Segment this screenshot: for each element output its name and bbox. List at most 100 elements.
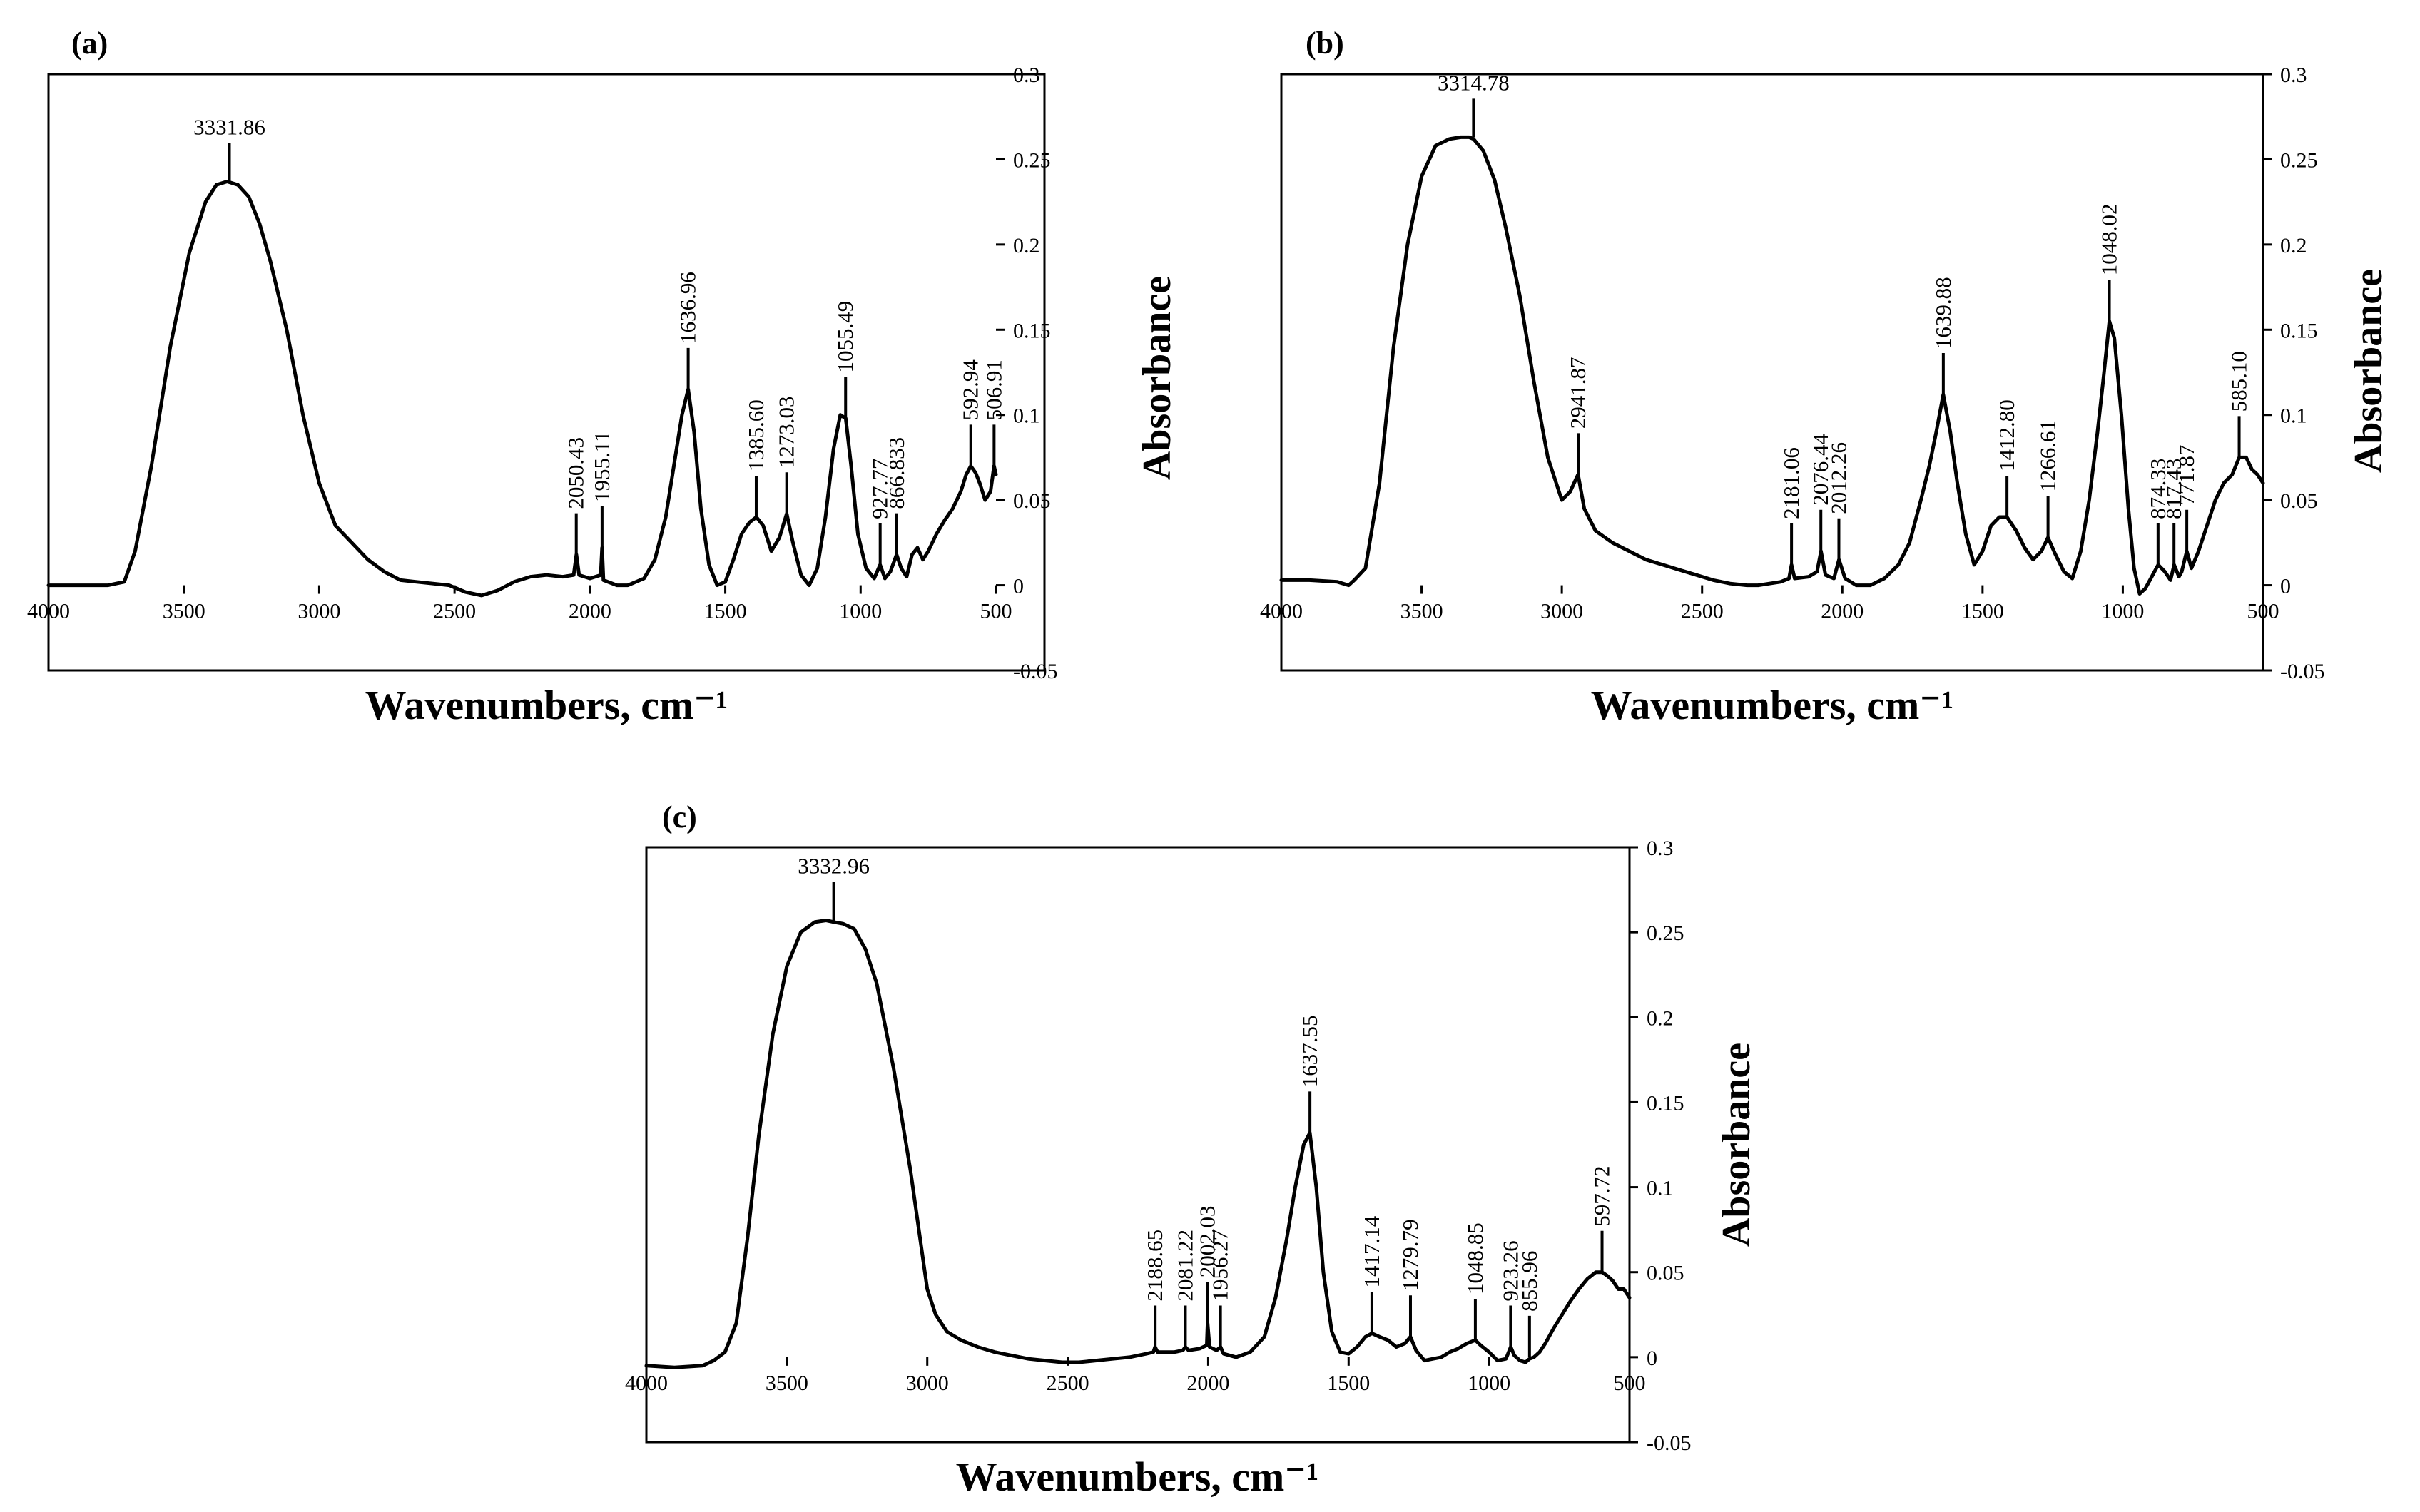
x-axis-title-c: Wavenumbers, cm⁻¹ — [956, 1454, 1319, 1500]
y-tick-label-c-2: 0.2 — [1647, 1006, 1674, 1030]
y-tick-label-b-5: 0.05 — [2280, 489, 2318, 513]
y-tick-label-c-4: 0.1 — [1647, 1177, 1674, 1200]
peak-label-c-3: 2002.03 — [1195, 1205, 1220, 1277]
x-tick-label-b-4000: 4000 — [1260, 600, 1303, 623]
y-tick-label-b-4: 0.1 — [2280, 404, 2307, 428]
spectrum-line-b — [1279, 135, 2265, 596]
x-tick-label-b-1500: 1500 — [1961, 600, 2004, 623]
y-tick-label-a-3: 0.15 — [1013, 319, 1051, 342]
peak-label-c-7: 1279.79 — [1398, 1220, 1423, 1292]
peak-label-b-1: 2941.87 — [1565, 357, 1590, 429]
peak-label-b-7: 1266.61 — [2035, 420, 2060, 492]
peak-label-c-4: 1956.27 — [1208, 1230, 1233, 1302]
x-tick-label-a-3000: 3000 — [298, 600, 340, 623]
peak-label-c-0: 3332.96 — [798, 853, 870, 878]
spectrum-line-c — [644, 919, 1632, 1369]
peak-label-b-4: 2012.26 — [1826, 442, 1851, 514]
y-axis-title-b: Absorbance — [2347, 269, 2391, 473]
x-tick-label-c-1000: 1000 — [1468, 1371, 1510, 1395]
y-axis-title-c: Absorbance — [1714, 1043, 1759, 1247]
y-tick-label-c-5: 0.05 — [1647, 1262, 1684, 1285]
peak-label-a-6: 1055.49 — [833, 301, 858, 373]
y-tick-label-b-6: 0 — [2280, 575, 2291, 598]
y-ticks-b: 0.3 0.25 0.2 0.15 0.1 0.05 0 -0.05 — [2263, 63, 2325, 683]
peak-label-c-10: 855.96 — [1517, 1251, 1542, 1312]
plot-frame-a — [47, 73, 1046, 672]
peak-label-c-11: 597.72 — [1590, 1165, 1615, 1226]
peak-label-b-5: 1639.88 — [1931, 277, 1956, 349]
peak-label-c-6: 1417.14 — [1359, 1215, 1384, 1287]
x-tick-label-a-3500: 3500 — [163, 600, 205, 623]
peak-label-c-1: 2188.65 — [1142, 1230, 1167, 1302]
peak-label-c-9: 923.26 — [1498, 1240, 1522, 1301]
x-tick-label-a-500: 500 — [980, 600, 1012, 623]
y-tick-label-a-2: 0.2 — [1013, 234, 1040, 257]
peak-label-a-2: 1955.11 — [589, 431, 614, 502]
peak-label-b-10: 817.43 — [2161, 459, 2186, 519]
x-tick-label-c-500: 500 — [1614, 1371, 1646, 1395]
peak-label-b-3: 2076.44 — [1808, 434, 1833, 506]
x-tick-label-c-3000: 3000 — [906, 1371, 949, 1395]
peak-label-b-0: 3314.78 — [1438, 70, 1510, 95]
panel-c-label: (c) — [662, 800, 697, 834]
peak-label-c-5: 1637.55 — [1297, 1016, 1322, 1088]
y-tick-label-a-0: 0.3 — [1013, 63, 1040, 87]
x-axis-title-a: Wavenumbers, cm⁻¹ — [365, 682, 728, 728]
peak-label-b-8: 1048.02 — [2097, 204, 2122, 276]
y-tick-label-b-0: 0.3 — [2280, 63, 2307, 87]
x-tick-label-a-2000: 2000 — [569, 600, 611, 623]
y-tick-label-a-6: 0 — [1013, 575, 1024, 598]
y-ticks-a: 0.3 0.25 0.2 0.15 0.1 0.05 0 -0.05 — [996, 63, 1058, 683]
y-tick-label-c-3: 0.15 — [1647, 1091, 1684, 1115]
peak-label-a-5: 1273.03 — [774, 397, 799, 469]
y-tick-label-c-7: -0.05 — [1647, 1431, 1692, 1455]
peak-label-a-1: 2050.43 — [564, 437, 589, 509]
peak-label-a-7: 927.77 — [868, 459, 893, 519]
x-tick-label-b-3500: 3500 — [1400, 600, 1443, 623]
y-tick-label-a-1: 0.25 — [1013, 148, 1051, 172]
peak-label-c-8: 1048.85 — [1463, 1222, 1488, 1294]
peak-label-a-3: 1636.96 — [676, 272, 701, 344]
plot-frame-c — [645, 846, 1631, 1444]
x-tick-label-b-1000: 1000 — [2101, 600, 2144, 623]
peak-label-a-4: 1385.60 — [743, 399, 768, 471]
peak-label-a-9: 592.94 — [958, 359, 983, 421]
x-ticks-a: 4000 3500 3000 2500 2000 1500 1000 500 — [27, 585, 1012, 623]
y-tick-label-c-6: 0 — [1647, 1347, 1657, 1370]
y-tick-label-b-7: -0.05 — [2280, 660, 2325, 683]
panel-a-label: (a) — [71, 26, 108, 61]
peak-label-b-11: 771.87 — [2174, 445, 2199, 506]
peak-label-a-0: 3331.86 — [193, 114, 265, 139]
x-tick-label-b-2500: 2500 — [1681, 600, 1724, 623]
spectrum-line-a — [46, 180, 998, 598]
y-tick-label-a-4: 0.1 — [1013, 404, 1040, 428]
peak-label-b-6: 1412.80 — [1994, 399, 2019, 471]
panel-b-label: (b) — [1306, 26, 1344, 61]
x-tick-label-c-2000: 2000 — [1186, 1371, 1229, 1395]
x-tick-label-a-1000: 1000 — [839, 600, 882, 623]
peak-markers-a: 3331.86 2050.43 1955.11 1636.96 1385.60 1273.… — [193, 114, 1006, 565]
x-tick-label-b-500: 500 — [2247, 600, 2279, 623]
y-ticks-c: 0.3 0.25 0.2 0.15 0.1 0.05 0 -0.05 — [1630, 837, 1692, 1455]
x-tick-label-b-2000: 2000 — [1821, 600, 1864, 623]
x-tick-label-a-4000: 4000 — [27, 600, 70, 623]
x-tick-label-c-2500: 2500 — [1047, 1371, 1089, 1395]
x-ticks-c: 4000 3500 3000 2500 2000 1500 1000 500 — [625, 1357, 1646, 1395]
peak-label-b-2: 2181.06 — [1779, 447, 1804, 519]
plot-frame-b — [1280, 73, 2264, 672]
x-tick-label-b-3000: 3000 — [1540, 600, 1583, 623]
y-tick-label-b-2: 0.2 — [2280, 234, 2307, 257]
y-tick-label-c-1: 0.25 — [1647, 921, 1684, 945]
x-axis-title-b: Wavenumbers, cm⁻¹ — [1591, 682, 1954, 728]
x-tick-label-a-1500: 1500 — [704, 600, 747, 623]
x-tick-label-c-4000: 4000 — [625, 1371, 668, 1395]
peak-label-c-2: 2081.22 — [1173, 1230, 1198, 1302]
peak-label-a-10: 506.91 — [981, 359, 1006, 420]
x-ticks-b: 4000 3500 3000 2500 2000 1500 1000 500 — [1260, 585, 2279, 623]
y-tick-label-a-7: -0.05 — [1013, 660, 1058, 683]
